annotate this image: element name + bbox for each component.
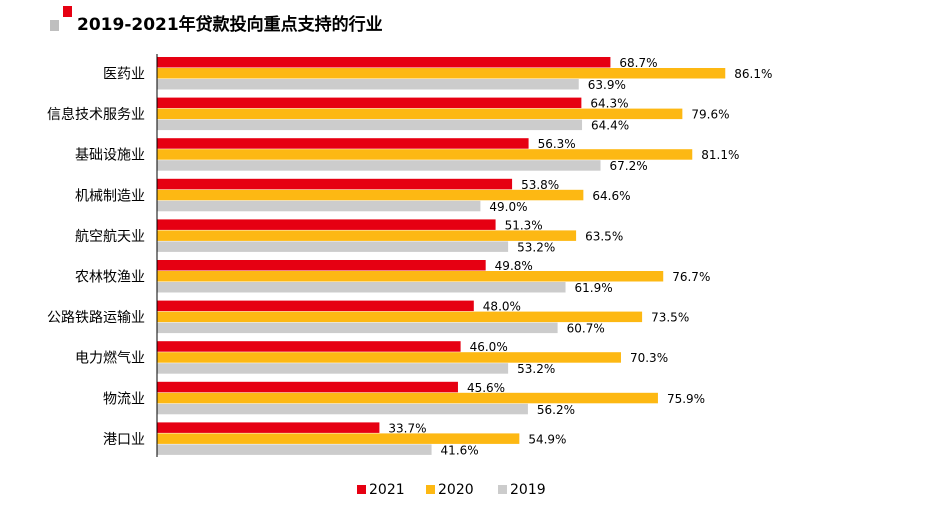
bar-2020 (157, 68, 726, 79)
data-label-2021: 53.8% (521, 178, 559, 192)
data-label-2020: 64.6% (592, 189, 630, 203)
data-label-2021: 56.3% (538, 137, 576, 151)
data-label-2020: 75.9% (667, 392, 705, 406)
bar-2021 (157, 260, 486, 271)
legend-label-2019: 2019 (510, 482, 546, 498)
bar-2020 (157, 352, 621, 363)
bar-2019 (157, 444, 432, 455)
bar-2021 (157, 178, 513, 190)
title-square-grey-icon (50, 20, 59, 31)
data-label-2019: 61.9% (575, 281, 613, 295)
data-label-2021: 48.0% (483, 300, 521, 314)
data-label-2021: 68.7% (619, 56, 657, 70)
data-label-2021: 49.8% (495, 259, 533, 273)
bar-2019 (157, 322, 558, 334)
bar-2019 (157, 403, 528, 415)
data-label-2020: 63.5% (585, 229, 623, 243)
category-label: 信息技术服务业 (47, 106, 145, 123)
category-label: 农林牧渔业 (75, 270, 145, 286)
data-label-2019: 41.6% (441, 443, 479, 457)
data-label-2021: 33.7% (388, 421, 426, 435)
bar-2020 (157, 271, 664, 282)
category-label: 公路铁路运输业 (47, 310, 145, 326)
legend-label-2021: 2021 (369, 482, 405, 498)
data-label-2021: 51.3% (505, 218, 543, 232)
data-label-2020: 79.6% (691, 108, 729, 122)
bar-2020 (157, 392, 658, 404)
data-label-2019: 53.2% (517, 362, 555, 376)
data-label-2019: 63.9% (588, 78, 626, 92)
bar-2021 (157, 381, 458, 393)
data-label-2020: 73.5% (651, 311, 689, 325)
data-label-2020: 76.7% (672, 270, 710, 284)
category-label: 航空航天业 (75, 229, 145, 245)
data-label-2021: 64.3% (590, 97, 628, 111)
category-label: 港口业 (103, 432, 145, 448)
bar-2021 (157, 300, 474, 312)
legend-swatch-2021 (357, 485, 366, 494)
data-label-2019: 67.2% (610, 159, 648, 173)
bar-2019 (157, 200, 481, 212)
legend-swatch-2020 (426, 485, 435, 494)
data-label-2019: 60.7% (567, 322, 605, 336)
category-label: 机械制造业 (75, 188, 145, 204)
chart-title: 2019-2021年贷款投向重点支持的行业 (77, 15, 383, 35)
category-label: 基础设施业 (75, 147, 145, 164)
data-label-2021: 46.0% (470, 340, 508, 354)
title-square-icon (50, 6, 72, 34)
bar-2019 (157, 119, 583, 131)
category-label: 物流业 (103, 391, 145, 407)
bar-2020 (157, 108, 683, 120)
bar-2021 (157, 138, 529, 149)
data-label-2019: 49.0% (489, 200, 527, 214)
bar-2019 (157, 282, 566, 293)
bar-2020 (157, 433, 520, 444)
bar-2019 (157, 363, 509, 374)
bar-2020 (157, 230, 577, 241)
legend-swatch-2019 (498, 485, 507, 494)
data-label-2020: 86.1% (734, 67, 772, 81)
category-label: 电力燃气业 (75, 350, 145, 367)
bar-2019 (157, 241, 509, 252)
data-label-2021: 45.6% (467, 381, 505, 395)
bar-2021 (157, 219, 496, 230)
data-label-2020: 54.9% (528, 432, 566, 446)
data-label-2020: 70.3% (630, 351, 668, 365)
data-label-2019: 56.2% (537, 403, 575, 417)
bar-2020 (157, 149, 693, 160)
data-label-2020: 81.1% (701, 148, 739, 162)
bar-2020 (157, 189, 584, 201)
bar-2021 (157, 341, 461, 352)
category-label: 医药业 (103, 67, 145, 83)
bar-2019 (157, 160, 601, 171)
bar-2020 (157, 311, 643, 323)
bar-2019 (157, 79, 579, 90)
bar-2021 (157, 97, 582, 109)
data-label-2019: 64.4% (591, 119, 629, 133)
bar-2021 (157, 57, 611, 68)
data-label-2019: 53.2% (517, 240, 555, 254)
legend-label-2020: 2020 (438, 482, 474, 498)
bar-2021 (157, 422, 380, 433)
title-square-red-icon (63, 6, 72, 17)
